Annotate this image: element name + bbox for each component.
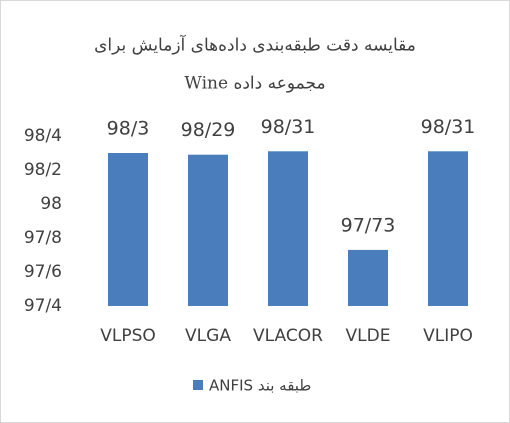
y-tick-label: 98/2 (24, 160, 62, 180)
x-tick-label: VLGA (185, 326, 231, 346)
y-tick-label: 97/8 (24, 228, 62, 248)
data-label: 98/31 (261, 116, 316, 138)
chart-subtitle: مجموعه داده Wine (184, 74, 325, 94)
y-tick-label: 97/4 (24, 296, 62, 316)
y-tick-label: 97/6 (24, 262, 62, 282)
bar (428, 151, 468, 306)
x-tick-label: VLIPO (423, 326, 473, 346)
chart-title: مقایسه دقت طبقه‌بندی داده‌های آزمایش برا… (94, 34, 416, 56)
bar (188, 154, 228, 306)
legend-label: طبقه بند ANFIS (209, 377, 311, 395)
x-tick-label: VLACOR (253, 326, 323, 346)
bar (348, 249, 388, 306)
x-tick-label: VLDE (346, 326, 391, 346)
data-label: 98/3 (107, 118, 150, 140)
data-label: 98/29 (181, 119, 236, 141)
bar (268, 151, 308, 306)
y-tick-label: 98 (40, 194, 62, 214)
data-label: 98/31 (421, 116, 476, 138)
x-tick-label: VLPSO (100, 326, 156, 346)
bar (108, 153, 148, 306)
legend-swatch (193, 380, 203, 390)
data-label: 97/73 (341, 214, 396, 236)
y-tick-label: 98/4 (24, 126, 62, 146)
